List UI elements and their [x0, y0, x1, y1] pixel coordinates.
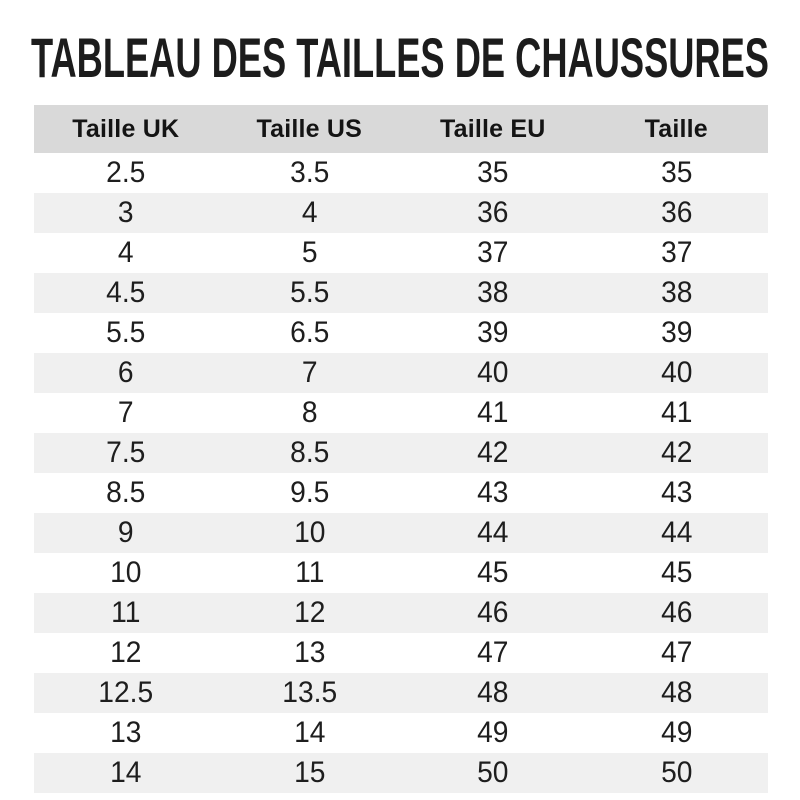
uk-size-cell: 10 — [110, 556, 142, 589]
table-row: 11 12 46 46 — [34, 593, 768, 633]
eu-size-cell: 36 — [477, 196, 509, 229]
eu-size-cell: 44 — [477, 516, 509, 549]
size-cell: 47 — [660, 636, 692, 669]
us-size-cell: 15 — [293, 756, 325, 789]
eu-size-cell: 45 — [477, 556, 509, 589]
uk-size-cell: 7 — [117, 396, 134, 429]
size-cell: 37 — [660, 236, 692, 269]
table-row: 3 4 36 36 — [34, 193, 768, 233]
us-size-cell: 6.5 — [289, 316, 329, 349]
column-header-taille: Taille — [644, 114, 708, 143]
us-size-cell: 14 — [293, 716, 325, 749]
table-row: 9 10 44 44 — [34, 513, 768, 553]
size-cell: 46 — [660, 596, 692, 629]
table-row: 5.5 6.5 39 39 — [34, 313, 768, 353]
uk-size-cell: 8.5 — [106, 476, 146, 509]
uk-size-cell: 7.5 — [106, 436, 146, 469]
us-size-cell: 11 — [294, 556, 324, 589]
us-size-cell: 5 — [301, 236, 318, 269]
size-cell: 39 — [660, 316, 692, 349]
table-row: 14 15 50 50 — [34, 753, 768, 793]
us-size-cell: 4 — [301, 196, 318, 229]
eu-size-cell: 38 — [477, 276, 509, 309]
size-cell: 42 — [660, 436, 692, 469]
us-size-cell: 7 — [301, 356, 318, 389]
table-header-row: Taille UK Taille US Taille EU Taille — [34, 105, 768, 153]
column-header-taille-us: Taille US — [256, 114, 363, 143]
size-cell: 45 — [660, 556, 692, 589]
us-size-cell: 12 — [293, 596, 325, 629]
eu-size-cell: 50 — [477, 756, 509, 789]
eu-size-cell: 42 — [477, 436, 509, 469]
column-header-taille-eu: Taille EU — [439, 114, 546, 143]
size-cell: 41 — [660, 396, 692, 429]
uk-size-cell: 11 — [111, 596, 141, 629]
size-cell: 50 — [660, 756, 692, 789]
table-row: 13 14 49 49 — [34, 713, 768, 753]
table-row: 10 11 45 45 — [34, 553, 768, 593]
us-size-cell: 13.5 — [281, 676, 337, 709]
table-row: 12 13 47 47 — [34, 633, 768, 673]
eu-size-cell: 47 — [477, 636, 509, 669]
size-cell: 49 — [660, 716, 692, 749]
us-size-cell: 10 — [293, 516, 325, 549]
size-cell: 48 — [660, 676, 692, 709]
eu-size-cell: 41 — [477, 396, 509, 429]
uk-size-cell: 6 — [117, 356, 134, 389]
table-row: 4.5 5.5 38 38 — [34, 273, 768, 313]
size-cell: 40 — [660, 356, 692, 389]
eu-size-cell: 48 — [477, 676, 509, 709]
size-table: Taille UK Taille US Taille EU Taille 2.5… — [34, 105, 768, 793]
table-row: 2.5 3.5 35 35 — [34, 153, 768, 193]
uk-size-cell: 14 — [110, 756, 142, 789]
table-row: 12.5 13.5 48 48 — [34, 673, 768, 713]
us-size-cell: 8 — [301, 396, 318, 429]
table-row: 7.5 8.5 42 42 — [34, 433, 768, 473]
table-row: 6 7 40 40 — [34, 353, 768, 393]
table-row: 4 5 37 37 — [34, 233, 768, 273]
page-title-container: TABLEAU DES TAILLES DE CHAUSSURES — [0, 0, 800, 95]
uk-size-cell: 13 — [110, 716, 142, 749]
us-size-cell: 5.5 — [289, 276, 329, 309]
size-cell: 38 — [660, 276, 692, 309]
size-cell: 35 — [660, 156, 692, 189]
table-row: 8.5 9.5 43 43 — [34, 473, 768, 513]
us-size-cell: 9.5 — [289, 476, 329, 509]
uk-size-cell: 4.5 — [106, 276, 146, 309]
eu-size-cell: 46 — [477, 596, 509, 629]
us-size-cell: 13 — [293, 636, 325, 669]
uk-size-cell: 9 — [117, 516, 134, 549]
page-title: TABLEAU DES TAILLES DE CHAUSSURES — [31, 26, 769, 89]
eu-size-cell: 39 — [477, 316, 509, 349]
page-title-svg: TABLEAU DES TAILLES DE CHAUSSURES — [31, 26, 769, 89]
uk-size-cell: 2.5 — [106, 156, 146, 189]
size-cell: 43 — [660, 476, 692, 509]
uk-size-cell: 3 — [117, 196, 134, 229]
column-header-taille-uk: Taille UK — [72, 114, 180, 143]
uk-size-cell: 12 — [110, 636, 142, 669]
eu-size-cell: 35 — [477, 156, 509, 189]
us-size-cell: 8.5 — [289, 436, 329, 469]
eu-size-cell: 43 — [477, 476, 509, 509]
eu-size-cell: 40 — [477, 356, 509, 389]
size-cell: 36 — [660, 196, 692, 229]
uk-size-cell: 4 — [117, 236, 134, 269]
eu-size-cell: 37 — [477, 236, 509, 269]
us-size-cell: 3.5 — [289, 156, 329, 189]
size-cell: 44 — [660, 516, 692, 549]
uk-size-cell: 12.5 — [98, 676, 154, 709]
eu-size-cell: 49 — [477, 716, 509, 749]
table-row: 7 8 41 41 — [34, 393, 768, 433]
uk-size-cell: 5.5 — [106, 316, 146, 349]
